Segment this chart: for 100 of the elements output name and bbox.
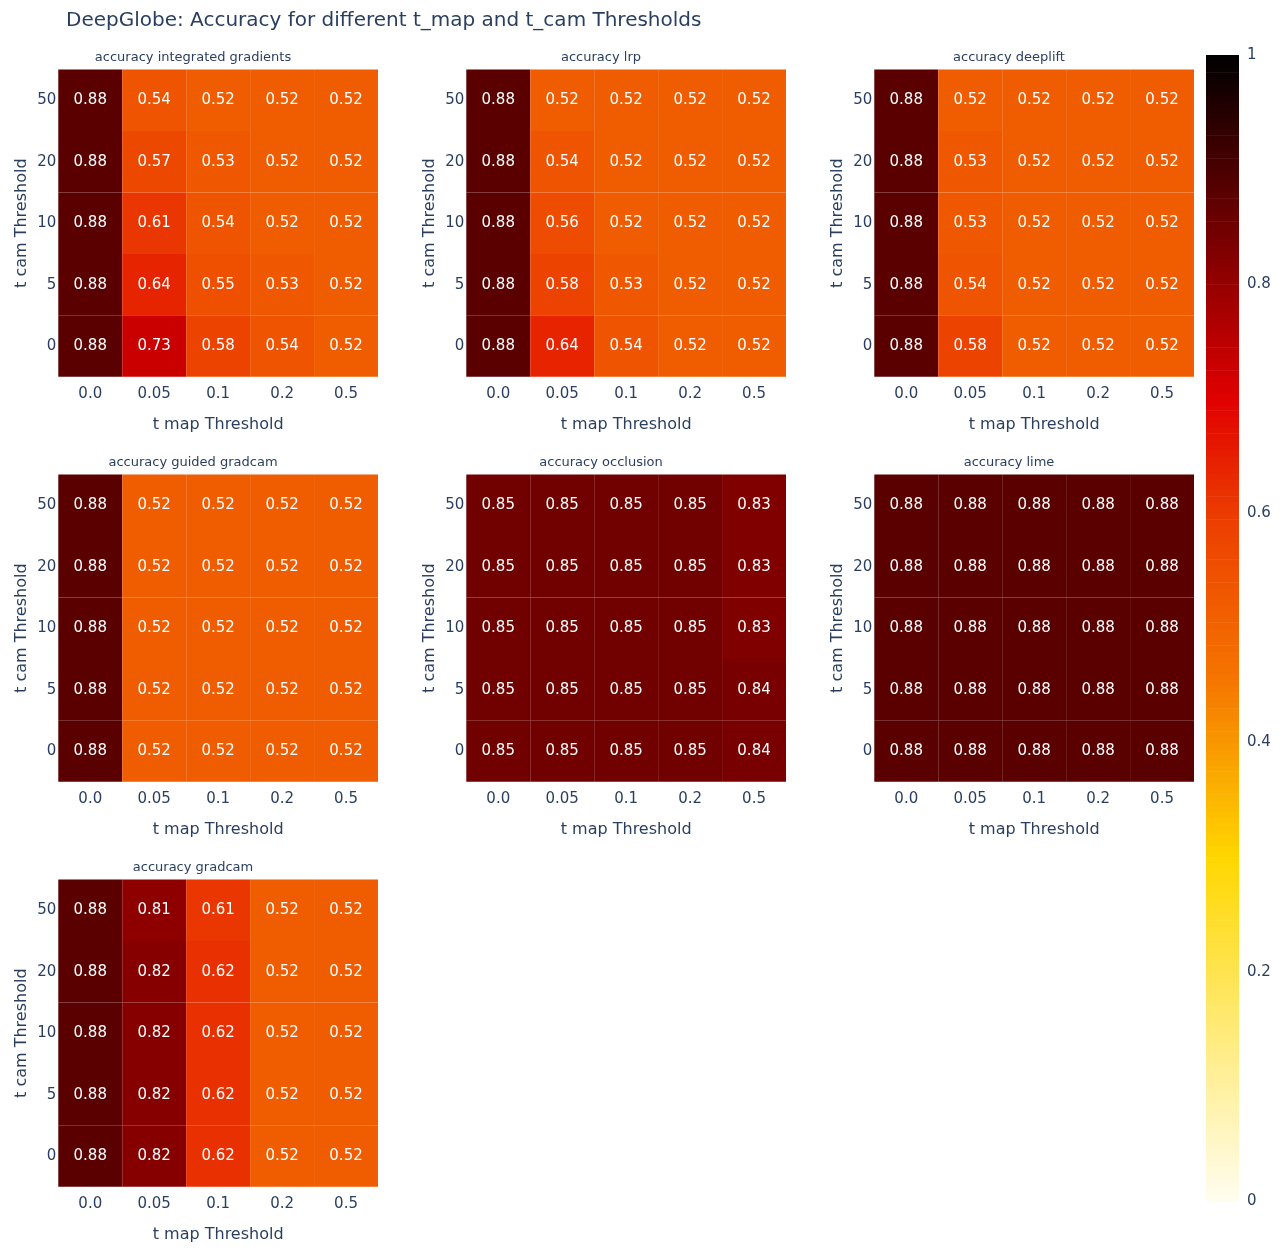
data-label: 0.56: [545, 213, 579, 232]
data-label: 0.52: [201, 495, 235, 514]
data-label: 0.88: [481, 213, 515, 232]
data-label: 0.52: [265, 495, 299, 514]
data-label: 0.57: [137, 151, 171, 170]
y-tick-label: 20: [853, 556, 873, 575]
data-label: 0.52: [265, 1023, 299, 1042]
y-tick-label: 5: [454, 679, 465, 698]
data-label: 0.53: [265, 274, 299, 293]
y-tick-label: 50: [37, 900, 57, 919]
y-axis-title: t cam Threshold: [10, 968, 30, 1098]
data-label: 0.85: [609, 556, 643, 575]
data-label: 0.88: [953, 618, 987, 637]
y-tick-label: 10: [37, 1023, 57, 1042]
data-label: 0.88: [1081, 556, 1115, 575]
data-label: 0.88: [73, 335, 107, 354]
data-label: 0.52: [265, 618, 299, 637]
data-label: 0.52: [265, 90, 299, 109]
y-tick-label: 5: [862, 679, 873, 698]
data-label: 0.52: [265, 556, 299, 575]
data-label: 0.88: [889, 495, 923, 514]
data-label: 0.52: [329, 1023, 363, 1042]
color-bar-label: 0.6: [1247, 503, 1271, 522]
chart-title: accuracy gradcam: [132, 859, 254, 875]
data-label: 0.58: [953, 335, 987, 354]
x-tick-label: 0.5: [334, 788, 358, 807]
y-tick-label: 50: [853, 90, 873, 109]
data-label: 0.52: [329, 556, 363, 575]
x-tick-label: 0.05: [545, 383, 579, 402]
x-axis-title: t map Threshold: [560, 818, 692, 838]
x-axis-title: t map Threshold: [152, 1223, 284, 1243]
data-label: 0.88: [1145, 556, 1179, 575]
x-axis-title: t map Threshold: [152, 818, 284, 838]
data-label: 0.88: [953, 556, 987, 575]
data-label: 0.88: [1145, 618, 1179, 637]
data-label: 0.88: [73, 900, 107, 919]
y-tick-label: 50: [37, 495, 57, 514]
data-label: 0.52: [737, 90, 771, 109]
data-label: 0.52: [329, 1084, 363, 1103]
data-label: 0.52: [1017, 151, 1051, 170]
x-tick-label: 0.05: [137, 788, 171, 807]
data-label: 0.52: [737, 213, 771, 232]
x-tick-label: 0.05: [137, 383, 171, 402]
data-label: 0.82: [137, 961, 171, 980]
data-label: 0.52: [953, 90, 987, 109]
y-tick-label: 20: [37, 556, 57, 575]
data-label: 0.82: [137, 1023, 171, 1042]
y-tick-label: 5: [862, 274, 873, 293]
data-label: 0.84: [737, 679, 771, 698]
data-label: 0.52: [737, 335, 771, 354]
data-label: 0.81: [137, 900, 171, 919]
x-tick-label: 0.05: [953, 788, 987, 807]
data-label: 0.85: [481, 495, 515, 514]
data-label: 0.88: [1081, 618, 1115, 637]
data-label: 0.88: [73, 679, 107, 698]
y-tick-label: 50: [445, 90, 465, 109]
y-axis-title: t cam Threshold: [826, 158, 846, 288]
data-label: 0.55: [201, 274, 235, 293]
data-label: 0.88: [953, 679, 987, 698]
x-axis-title: t map Threshold: [560, 413, 692, 433]
data-label: 0.88: [73, 495, 107, 514]
x-tick-label: 0.05: [137, 1193, 171, 1212]
data-label: 0.54: [609, 335, 643, 354]
x-tick-label: 0.0: [486, 383, 511, 402]
data-label: 0.52: [137, 556, 171, 575]
y-tick-label: 5: [46, 274, 57, 293]
y-tick-label: 10: [445, 213, 465, 232]
x-tick-label: 0.2: [678, 383, 703, 402]
y-tick-label: 0: [46, 1145, 57, 1164]
data-label: 0.85: [673, 495, 707, 514]
data-label: 0.88: [1017, 618, 1051, 637]
y-tick-label: 5: [46, 1084, 57, 1103]
data-label: 0.58: [545, 274, 579, 293]
data-label: 0.52: [1145, 335, 1179, 354]
x-tick-label: 0.0: [894, 383, 919, 402]
data-label: 0.62: [201, 1023, 235, 1042]
data-label: 0.52: [201, 90, 235, 109]
data-label: 0.52: [329, 1145, 363, 1164]
data-label: 0.52: [137, 740, 171, 759]
data-label: 0.52: [329, 679, 363, 698]
text: DeepGlobe: Accuracy for different t_map and t_cam Thresholds: [66, 7, 703, 33]
x-tick-label: 0.1: [1022, 383, 1047, 402]
y-tick-label: 20: [445, 151, 465, 170]
data-label: 0.88: [73, 740, 107, 759]
y-tick-label: 10: [37, 618, 57, 637]
data-label: 0.52: [1145, 151, 1179, 170]
x-tick-label: 0.2: [270, 1193, 295, 1212]
data-label: 0.84: [737, 740, 771, 759]
data-label: 0.88: [953, 495, 987, 514]
data-label: 0.88: [481, 151, 515, 170]
data-label: 0.52: [329, 274, 363, 293]
data-label: 0.52: [201, 618, 235, 637]
y-tick-label: 20: [445, 556, 465, 575]
y-axis-title: t cam Threshold: [10, 563, 30, 693]
data-label: 0.52: [1017, 335, 1051, 354]
x-tick-label: 0.1: [614, 788, 639, 807]
color-bar-label: 0.8: [1247, 274, 1271, 293]
y-tick-label: 0: [454, 335, 465, 354]
y-tick-label: 0: [46, 740, 57, 759]
y-tick-label: 50: [445, 495, 465, 514]
